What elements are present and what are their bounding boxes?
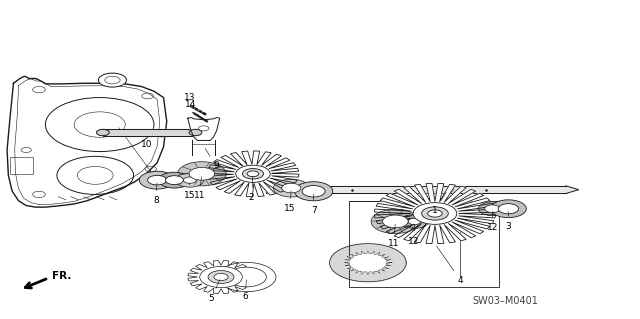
Circle shape	[236, 165, 270, 182]
Circle shape	[498, 204, 518, 214]
Polygon shape	[374, 183, 495, 244]
Circle shape	[282, 183, 301, 193]
Text: 5: 5	[209, 279, 220, 303]
Text: 1: 1	[432, 192, 446, 215]
Polygon shape	[188, 118, 220, 140]
Circle shape	[478, 202, 506, 216]
Circle shape	[140, 171, 175, 189]
Circle shape	[159, 172, 190, 188]
Circle shape	[413, 203, 457, 224]
Text: SW03–M0401: SW03–M0401	[472, 296, 538, 306]
Polygon shape	[330, 244, 406, 282]
Text: 14: 14	[185, 100, 198, 115]
Circle shape	[177, 162, 226, 186]
Circle shape	[200, 266, 243, 288]
Text: 7: 7	[311, 194, 317, 215]
Polygon shape	[344, 251, 392, 275]
Text: 8: 8	[153, 183, 159, 205]
Circle shape	[227, 267, 266, 287]
Circle shape	[148, 175, 167, 185]
Circle shape	[408, 218, 421, 225]
Text: 15: 15	[184, 183, 195, 200]
Text: 12: 12	[487, 211, 498, 232]
Polygon shape	[566, 186, 579, 194]
Polygon shape	[207, 151, 299, 197]
Circle shape	[217, 263, 276, 292]
Text: 6: 6	[243, 280, 248, 301]
Text: 2: 2	[249, 176, 255, 202]
Circle shape	[183, 177, 196, 183]
Circle shape	[97, 129, 109, 136]
Polygon shape	[188, 261, 254, 293]
Circle shape	[208, 271, 234, 284]
Circle shape	[294, 182, 333, 201]
Text: 15: 15	[284, 191, 296, 213]
Circle shape	[166, 176, 183, 185]
Circle shape	[243, 168, 264, 179]
Circle shape	[484, 205, 500, 212]
Text: 13: 13	[184, 93, 196, 108]
Circle shape	[198, 126, 209, 131]
Circle shape	[422, 207, 448, 220]
Text: 3: 3	[506, 211, 511, 231]
Circle shape	[302, 186, 325, 197]
Circle shape	[247, 171, 259, 177]
Text: 9: 9	[205, 149, 219, 170]
Polygon shape	[7, 76, 167, 207]
Text: 10: 10	[141, 135, 152, 149]
Circle shape	[175, 173, 204, 187]
Circle shape	[490, 200, 526, 218]
Circle shape	[401, 214, 429, 228]
Text: 12: 12	[408, 224, 420, 246]
Circle shape	[371, 209, 420, 234]
Circle shape	[214, 273, 228, 280]
Text: 11: 11	[193, 176, 205, 200]
Text: 11: 11	[388, 224, 400, 248]
Circle shape	[273, 179, 309, 197]
Text: FR.: FR.	[52, 271, 71, 281]
Circle shape	[189, 129, 202, 136]
Text: 4: 4	[436, 246, 463, 285]
Circle shape	[383, 215, 408, 228]
Circle shape	[189, 167, 214, 180]
Circle shape	[99, 73, 127, 87]
Circle shape	[428, 210, 442, 217]
